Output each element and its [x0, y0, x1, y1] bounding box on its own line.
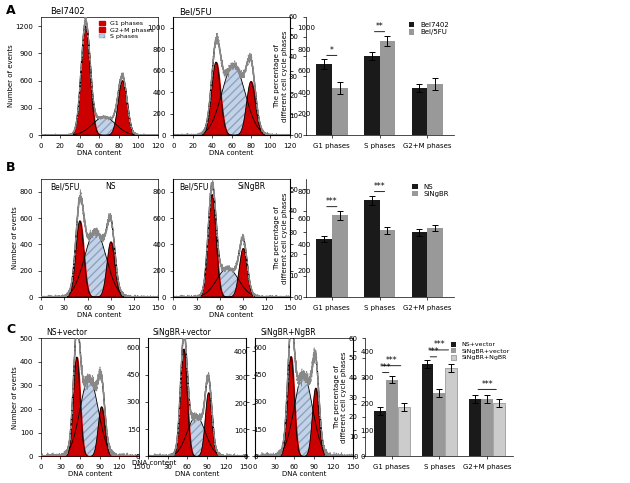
Text: NS: NS [105, 182, 115, 191]
Bar [379, 41, 396, 135]
Bar [493, 403, 505, 456]
Bar [433, 393, 445, 456]
Text: *: * [330, 46, 334, 55]
Y-axis label: The percentage of
different cell cycle phases: The percentage of different cell cycle p… [275, 30, 287, 122]
Text: NS+vector: NS+vector [46, 328, 87, 337]
Bar [386, 380, 398, 456]
Y-axis label: The percentage of
different cell cycle phases: The percentage of different cell cycle p… [335, 352, 347, 443]
X-axis label: DNA content: DNA content [77, 150, 122, 156]
Bar [445, 368, 457, 456]
Bar [374, 411, 386, 456]
Bar [427, 84, 443, 135]
Bar [411, 232, 427, 297]
Bar [332, 215, 348, 297]
Legend: G1 phases, G2+M phases, S phases: G1 phases, G2+M phases, S phases [98, 20, 154, 40]
Text: SiNgBR: SiNgBR [238, 182, 265, 191]
X-axis label: DNA content: DNA content [209, 312, 254, 318]
Y-axis label: Number of events: Number of events [13, 207, 18, 269]
Bar [398, 407, 410, 456]
Y-axis label: Number of events: Number of events [13, 366, 18, 428]
Bar [427, 228, 443, 297]
Text: Bel/5FU: Bel/5FU [179, 7, 212, 16]
Bar [316, 239, 332, 297]
Text: **: ** [375, 22, 384, 31]
Bar [332, 88, 348, 135]
Text: ***: *** [386, 356, 398, 365]
Legend: NS+vector, SiNgBR+vector, SiNgBR+NgBR: NS+vector, SiNgBR+vector, SiNgBR+NgBR [451, 341, 510, 361]
Text: ***: *** [481, 380, 493, 389]
Text: A: A [6, 4, 16, 17]
Bar [481, 399, 493, 456]
Text: ***: *** [374, 182, 386, 191]
Text: Bel7402: Bel7402 [50, 7, 85, 16]
Bar [421, 364, 433, 456]
Text: Bel/5FU: Bel/5FU [50, 182, 79, 191]
Text: ***: *** [428, 347, 439, 356]
Text: B: B [6, 161, 16, 174]
Text: DNA content: DNA content [132, 460, 176, 466]
X-axis label: DNA content: DNA content [209, 150, 254, 156]
Bar [316, 64, 332, 135]
Text: SiNgBR+vector: SiNgBR+vector [153, 328, 212, 337]
Text: ***: *** [380, 363, 391, 372]
Bar [469, 399, 481, 456]
X-axis label: DNA content: DNA content [282, 471, 326, 478]
Bar [364, 200, 379, 297]
X-axis label: DNA content: DNA content [67, 471, 112, 478]
Legend: Bel7402, Bel/5FU: Bel7402, Bel/5FU [408, 20, 450, 37]
Text: SiNgBR+NgBR: SiNgBR+NgBR [260, 328, 316, 337]
Bar [364, 57, 379, 135]
Bar [379, 230, 396, 297]
Y-axis label: The percentage of
different cell cycle phases: The percentage of different cell cycle p… [275, 192, 287, 284]
X-axis label: DNA content: DNA content [175, 471, 219, 478]
Bar [411, 88, 427, 135]
Legend: NS, SiNgBR: NS, SiNgBR [411, 182, 450, 199]
Text: C: C [6, 323, 15, 336]
Text: ***: *** [433, 341, 445, 349]
X-axis label: DNA content: DNA content [77, 312, 122, 318]
Text: Bel/5FU: Bel/5FU [179, 182, 209, 191]
Y-axis label: Number of events: Number of events [8, 45, 14, 107]
Text: ***: *** [326, 197, 338, 206]
